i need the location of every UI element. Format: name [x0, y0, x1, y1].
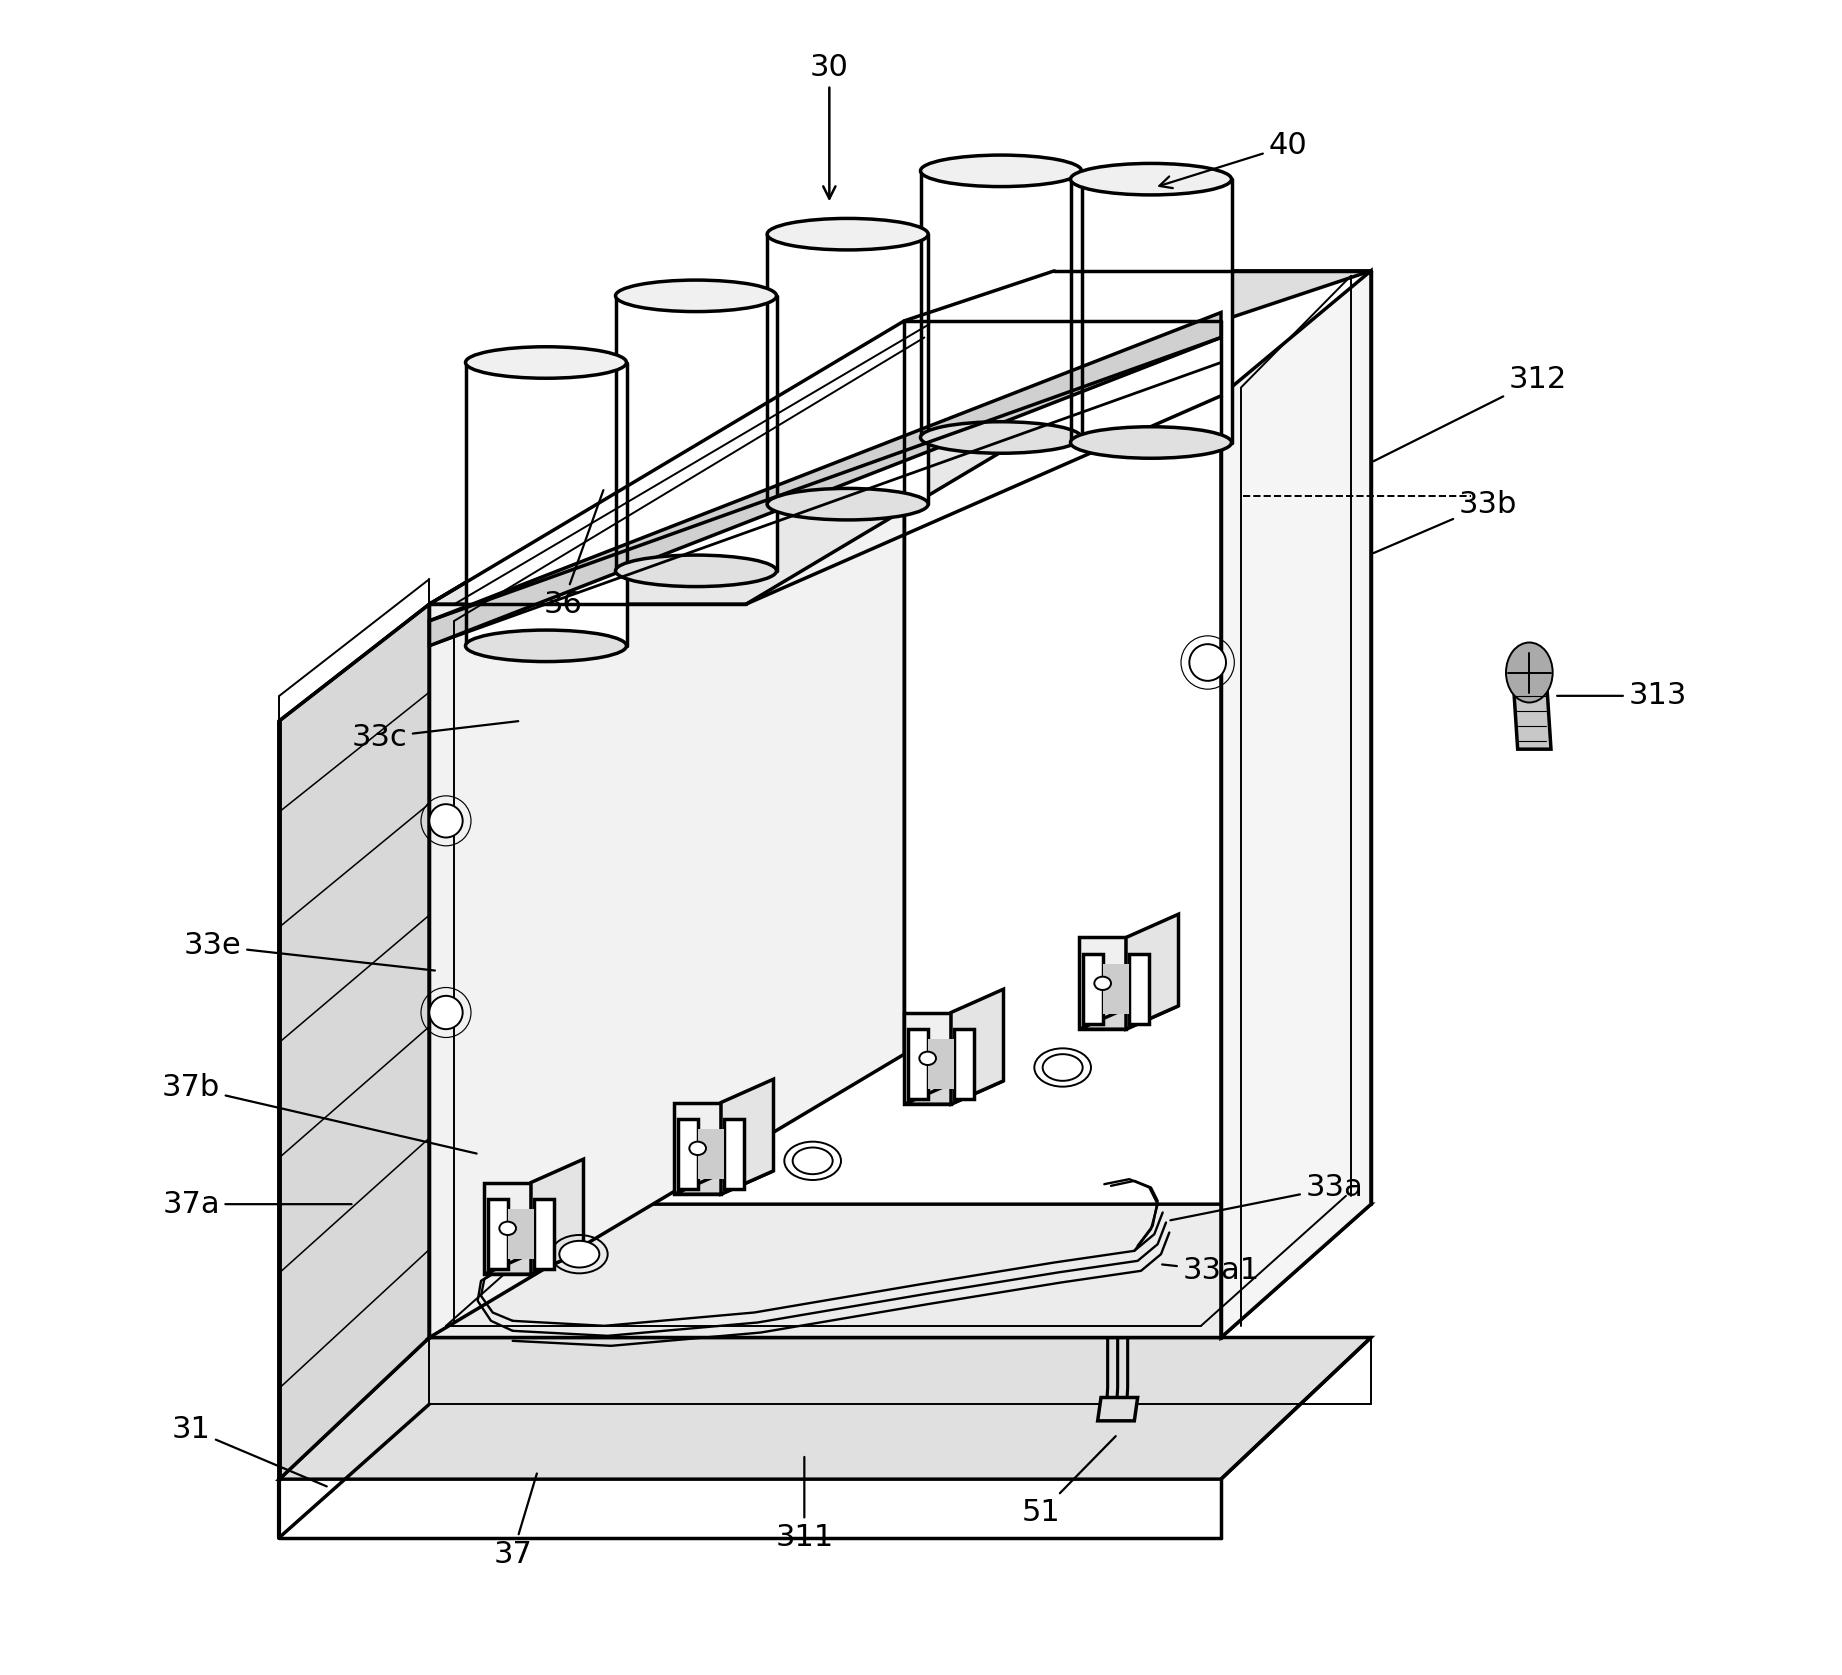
- Polygon shape: [678, 1119, 698, 1189]
- Polygon shape: [484, 1183, 530, 1275]
- Ellipse shape: [615, 280, 777, 312]
- Ellipse shape: [615, 554, 777, 586]
- Ellipse shape: [1094, 977, 1111, 990]
- Ellipse shape: [921, 422, 1081, 454]
- Polygon shape: [530, 1159, 584, 1275]
- Text: 51: 51: [1022, 1435, 1116, 1528]
- Ellipse shape: [429, 804, 462, 838]
- Ellipse shape: [466, 630, 626, 662]
- Polygon shape: [1103, 965, 1129, 1013]
- Text: 33b: 33b: [1374, 489, 1516, 553]
- Ellipse shape: [1043, 1054, 1083, 1080]
- Text: 37: 37: [494, 1474, 536, 1569]
- Text: 313: 313: [1556, 682, 1687, 710]
- Text: 33c: 33c: [352, 722, 518, 752]
- Text: 36: 36: [543, 491, 604, 618]
- Text: 37b: 37b: [162, 1074, 477, 1154]
- Text: 33a: 33a: [1170, 1172, 1363, 1221]
- Text: 33a1: 33a1: [1162, 1256, 1260, 1285]
- Polygon shape: [1129, 955, 1149, 1023]
- Text: 311: 311: [775, 1457, 833, 1553]
- Polygon shape: [1221, 271, 1370, 1338]
- Ellipse shape: [921, 156, 1081, 186]
- Polygon shape: [1079, 1005, 1179, 1028]
- Polygon shape: [280, 605, 429, 1479]
- Polygon shape: [1070, 179, 1232, 442]
- Polygon shape: [1079, 938, 1125, 1028]
- Polygon shape: [674, 1102, 720, 1194]
- Polygon shape: [1098, 1397, 1138, 1420]
- Polygon shape: [429, 313, 1221, 647]
- Polygon shape: [1512, 672, 1551, 749]
- Text: 312: 312: [1374, 365, 1568, 461]
- Polygon shape: [488, 1199, 508, 1270]
- Ellipse shape: [766, 218, 928, 250]
- Polygon shape: [921, 171, 1081, 437]
- Ellipse shape: [466, 347, 626, 379]
- Polygon shape: [904, 1012, 950, 1104]
- Text: 37a: 37a: [162, 1189, 352, 1219]
- Ellipse shape: [1507, 643, 1553, 702]
- Polygon shape: [1125, 915, 1179, 1028]
- Polygon shape: [429, 322, 904, 1338]
- Ellipse shape: [499, 1221, 516, 1234]
- Ellipse shape: [560, 1241, 599, 1268]
- Polygon shape: [674, 1171, 774, 1194]
- Polygon shape: [720, 1079, 774, 1194]
- Ellipse shape: [1070, 164, 1232, 194]
- Polygon shape: [698, 1129, 724, 1179]
- Polygon shape: [429, 322, 1221, 605]
- Polygon shape: [950, 990, 1004, 1104]
- Ellipse shape: [689, 1142, 705, 1156]
- Polygon shape: [904, 271, 1370, 322]
- Ellipse shape: [1070, 427, 1232, 459]
- Text: 40: 40: [1159, 131, 1308, 188]
- Polygon shape: [484, 1251, 584, 1275]
- Ellipse shape: [919, 1052, 936, 1065]
- Polygon shape: [766, 235, 928, 504]
- Text: 33e: 33e: [184, 931, 435, 970]
- Polygon shape: [429, 1204, 1370, 1338]
- Ellipse shape: [1190, 645, 1227, 680]
- Polygon shape: [904, 1080, 1004, 1104]
- Polygon shape: [928, 1038, 954, 1089]
- Polygon shape: [724, 1119, 744, 1189]
- Polygon shape: [1083, 955, 1103, 1023]
- Text: 30: 30: [810, 54, 849, 199]
- Ellipse shape: [429, 997, 462, 1028]
- Ellipse shape: [792, 1147, 833, 1174]
- Polygon shape: [908, 1028, 928, 1099]
- Polygon shape: [615, 296, 777, 571]
- Polygon shape: [466, 362, 626, 647]
- Polygon shape: [508, 1209, 534, 1260]
- Polygon shape: [534, 1199, 554, 1270]
- Polygon shape: [954, 1028, 974, 1099]
- Ellipse shape: [766, 489, 928, 519]
- Polygon shape: [280, 1338, 1370, 1479]
- Text: 31: 31: [171, 1415, 326, 1486]
